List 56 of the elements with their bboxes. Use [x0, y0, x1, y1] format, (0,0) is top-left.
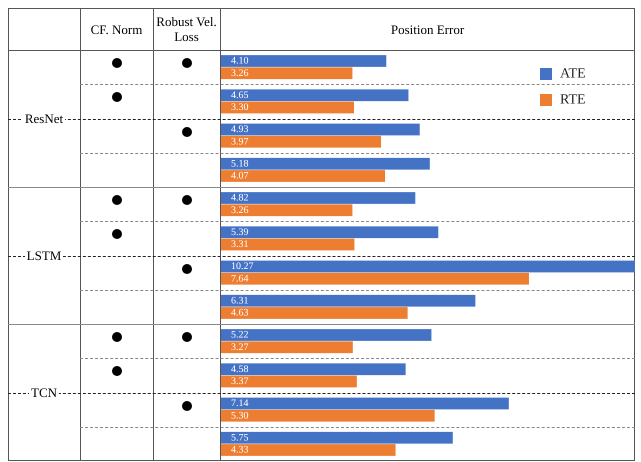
text: ResNet [22, 111, 66, 126]
bar [221, 158, 430, 170]
bar [221, 204, 352, 216]
data-label: 10.27 [231, 261, 254, 272]
data-label: 3.27 [231, 342, 248, 353]
bar [221, 55, 386, 67]
data-label: 4.93 [231, 124, 248, 136]
data-label: 4.82 [231, 192, 248, 204]
bar [221, 329, 432, 341]
bar [221, 444, 396, 456]
legend-label: RTE [560, 92, 586, 108]
data-label: 3.30 [231, 102, 248, 114]
bar [221, 260, 635, 272]
bar [221, 294, 476, 307]
data-label: 3.26 [231, 68, 248, 79]
bar [221, 136, 382, 148]
text: TCN [29, 385, 59, 400]
legend-label: ATE [560, 66, 586, 82]
bar [221, 363, 406, 376]
bar [221, 376, 357, 388]
bar [221, 432, 453, 444]
data-label: 4.63 [231, 308, 248, 319]
data-label: 4.33 [231, 444, 248, 456]
data-label: 5.22 [231, 330, 248, 341]
data-label: 3.31 [231, 239, 248, 250]
data-label: 7.14 [231, 398, 248, 410]
bar [221, 226, 438, 238]
data-label: 3.97 [231, 136, 248, 148]
data-label: 7.64 [231, 273, 248, 284]
bar [221, 89, 408, 102]
bar [221, 398, 509, 410]
data-label: 3.37 [231, 376, 248, 388]
x-axis-title: Position Error [390, 20, 466, 38]
bar [221, 341, 353, 354]
bar [221, 410, 435, 422]
text: Robust Vel. Loss [155, 13, 218, 46]
text: CF. Norm [90, 20, 144, 38]
bar [221, 102, 354, 114]
data-label: 4.07 [231, 170, 248, 182]
data-label: 5.30 [231, 410, 248, 422]
bar [221, 124, 420, 136]
data-label: 5.75 [231, 432, 248, 444]
bar [221, 192, 416, 204]
data-label: 3.26 [231, 204, 248, 216]
bar [221, 238, 354, 250]
bar [221, 272, 529, 285]
data-label: 6.31 [231, 295, 248, 306]
bar [221, 307, 408, 319]
data-label: 5.39 [231, 226, 248, 238]
bar [221, 67, 352, 80]
data-label: 4.58 [231, 364, 248, 375]
bar [221, 170, 386, 182]
text: LSTM [24, 248, 64, 263]
data-label: 4.10 [231, 56, 248, 67]
data-label: 5.18 [231, 158, 248, 170]
data-label: 4.65 [231, 90, 248, 101]
